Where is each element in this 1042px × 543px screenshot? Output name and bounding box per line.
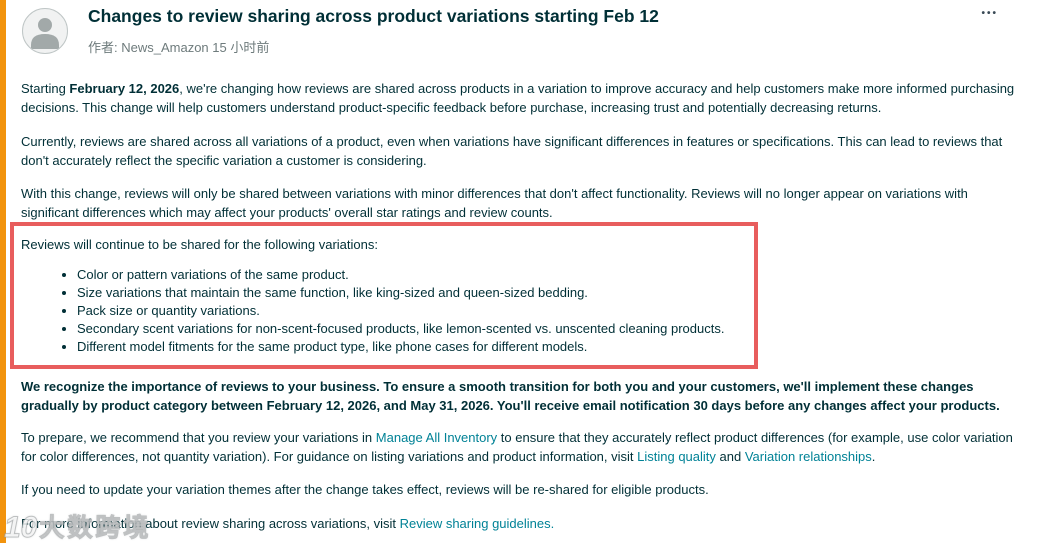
post-time: 15 小时前 xyxy=(212,40,270,55)
paragraph-prepare: To prepare, we recommend that you review… xyxy=(21,428,1022,466)
post-title: Changes to review sharing across product… xyxy=(88,6,659,26)
paragraph-intro: Starting February 12, 2026, we're changi… xyxy=(21,79,1022,117)
ellipsis-icon: ••• xyxy=(981,8,998,19)
start-date-bold: February 12, 2026 xyxy=(69,81,180,96)
post-body: Starting February 12, 2026, we're changi… xyxy=(10,79,1022,533)
list-item: Different model fitments for the same pr… xyxy=(77,338,738,356)
p5-t3: and xyxy=(715,449,745,464)
highlight-intro: Reviews will continue to be shared for t… xyxy=(21,237,378,252)
paragraph-rollout-bold: We recognize the importance of reviews t… xyxy=(21,379,1000,413)
p5-t4: . xyxy=(871,449,876,464)
author-link[interactable]: News_Amazon xyxy=(121,40,209,55)
byline: 作者: News_Amazon 15 小时前 xyxy=(88,37,269,56)
person-icon xyxy=(23,9,67,53)
highlight-box: Reviews will continue to be shared for t… xyxy=(10,222,758,369)
variation-list: Color or pattern variations of the same … xyxy=(21,266,738,356)
more-options-button[interactable]: ••• xyxy=(975,4,1004,23)
p5-t1: To prepare, we recommend that you review… xyxy=(21,430,376,445)
variation-relationships-link[interactable]: Variation relationships xyxy=(744,449,872,464)
list-item: Size variations that maintain the same f… xyxy=(77,284,738,302)
list-item: Pack size or quantity variations. xyxy=(77,302,738,320)
p1-post: , we're changing how reviews are shared … xyxy=(21,81,1015,115)
paragraph-reshare: If you need to update your variation the… xyxy=(21,482,709,497)
paragraph-change-detail: With this change, reviews will only be s… xyxy=(21,186,968,220)
paragraph-more-info: For more information about review sharin… xyxy=(21,514,1022,533)
p1-pre: Starting xyxy=(21,81,70,96)
list-item: Secondary scent variations for non-scent… xyxy=(77,320,738,338)
review-sharing-guidelines-link[interactable]: Review sharing guidelines. xyxy=(399,516,555,531)
p7-t1: For more information about review sharin… xyxy=(21,516,400,531)
manage-all-inventory-link[interactable]: Manage All Inventory xyxy=(375,430,498,445)
listing-quality-link[interactable]: Listing quality xyxy=(637,449,716,464)
list-item: Color or pattern variations of the same … xyxy=(77,266,738,284)
p5-t2: to ensure that they accurately reflect p… xyxy=(21,430,1013,464)
left-accent-bar xyxy=(0,0,6,543)
byline-prefix: 作者: xyxy=(88,40,122,55)
avatar[interactable] xyxy=(22,8,68,54)
paragraph-current-state: Currently, reviews are shared across all… xyxy=(21,134,1003,168)
